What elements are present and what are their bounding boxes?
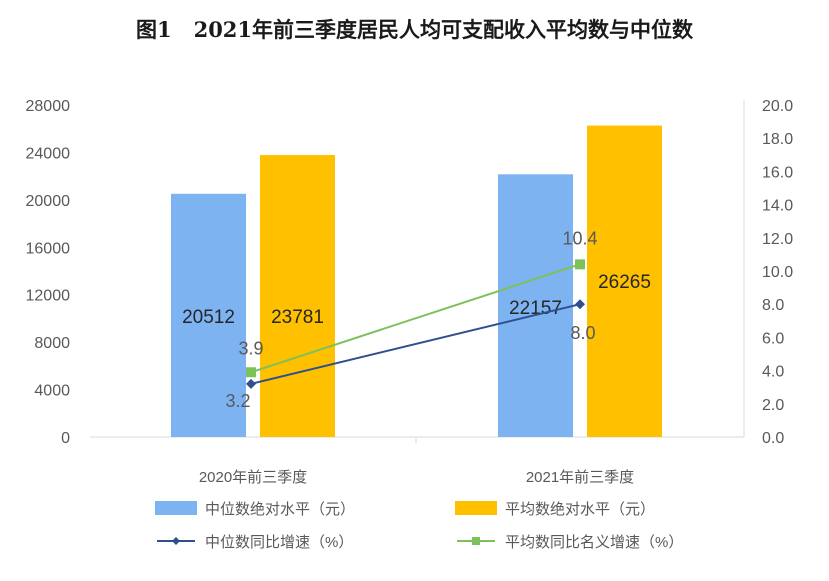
y-right-tick-label: 8.0 bbox=[762, 297, 784, 314]
legend-label: 中位数绝对水平（元） bbox=[205, 501, 355, 518]
bar-value-label: 23781 bbox=[271, 307, 324, 328]
y-left-tick-label: 20000 bbox=[26, 193, 71, 210]
legend-label: 平均数绝对水平（元） bbox=[505, 501, 655, 518]
bar-value-label: 22157 bbox=[509, 298, 562, 319]
y-right-tick-label: 10.0 bbox=[762, 264, 793, 281]
legend-label: 平均数同比名义增速（%） bbox=[505, 534, 683, 551]
title-text: 2021年前三季度居民人均可支配收入平均数与中位数 bbox=[193, 17, 694, 42]
y-right-tick-label: 4.0 bbox=[762, 364, 784, 381]
line-value-label: 10.4 bbox=[562, 228, 597, 248]
legend-label: 中位数同比增速（%） bbox=[205, 534, 353, 551]
figure-number: 图1 bbox=[135, 17, 172, 42]
line-point-marker bbox=[246, 378, 256, 389]
y-left-tick-label: 4000 bbox=[34, 383, 70, 400]
bar-mean bbox=[260, 155, 335, 438]
line-value-label: 8.0 bbox=[570, 323, 595, 343]
line-point-marker bbox=[575, 259, 585, 270]
chart-title: 图1 2021年前三季度居民人均可支配收入平均数与中位数 bbox=[0, 14, 829, 44]
y-left-tick-label: 12000 bbox=[26, 288, 71, 305]
line-value-label: 3.2 bbox=[225, 391, 250, 411]
bar-value-label: 20512 bbox=[182, 307, 235, 328]
legend-marker bbox=[472, 537, 480, 545]
y-left-tick-label: 0 bbox=[61, 430, 70, 447]
series-line bbox=[250, 303, 581, 385]
y-right-tick-label: 18.0 bbox=[762, 131, 793, 148]
y-left-tick-label: 16000 bbox=[26, 240, 71, 257]
y-left-tick-label: 28000 bbox=[26, 98, 71, 115]
y-right-tick-label: 2.0 bbox=[762, 397, 784, 414]
line-value-label: 3.9 bbox=[238, 338, 263, 358]
bar-value-label: 26265 bbox=[598, 272, 651, 293]
y-right-tick-label: 16.0 bbox=[762, 164, 793, 181]
bar-mean bbox=[587, 125, 662, 437]
y-right-tick-label: 20.0 bbox=[762, 98, 793, 115]
series-line bbox=[250, 263, 581, 374]
line-point-marker bbox=[246, 367, 256, 378]
y-right-tick-label: 6.0 bbox=[762, 330, 784, 347]
x-category-label: 2020年前三季度 bbox=[199, 469, 307, 486]
line-point-marker bbox=[575, 299, 585, 310]
y-right-tick-label: 12.0 bbox=[762, 231, 793, 248]
y-right-tick-label: 0.0 bbox=[762, 430, 784, 447]
legend-swatch bbox=[455, 501, 497, 515]
bar-median bbox=[498, 174, 573, 437]
x-category-label: 2021年前三季度 bbox=[526, 469, 634, 486]
legend-marker bbox=[172, 537, 180, 545]
y-left-tick-label: 8000 bbox=[34, 335, 70, 352]
y-left-tick-label: 24000 bbox=[26, 145, 71, 162]
bar-median bbox=[171, 193, 246, 437]
y-right-tick-label: 14.0 bbox=[762, 198, 793, 215]
legend-swatch bbox=[155, 501, 197, 515]
